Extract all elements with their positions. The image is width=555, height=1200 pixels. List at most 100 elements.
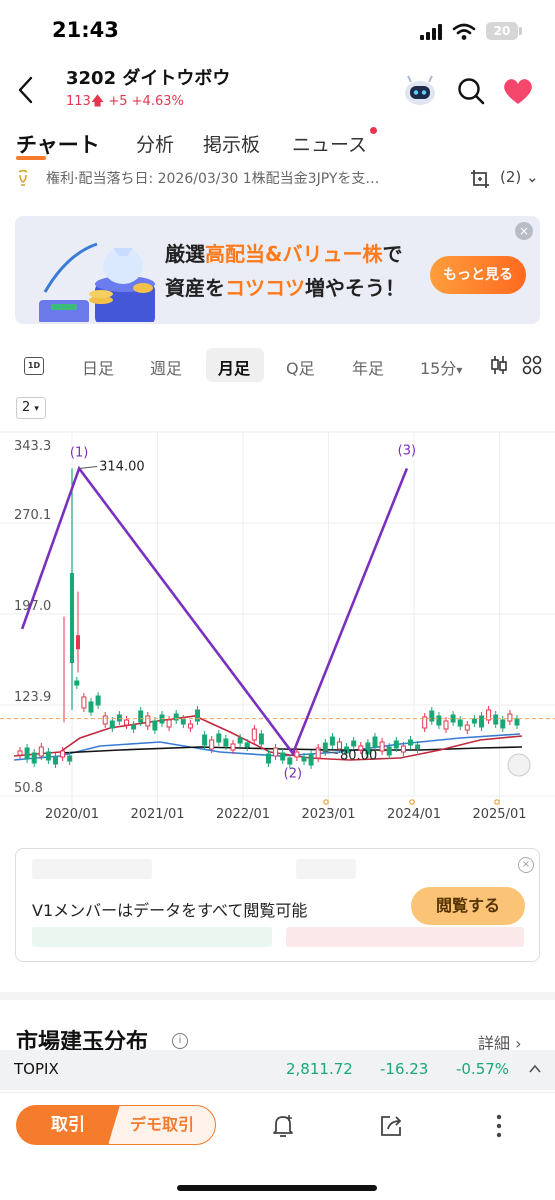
index-ticker[interactable]: TOPIX 2,811.72 -16.23 -0.57% xyxy=(0,1050,555,1090)
candle xyxy=(258,733,264,745)
price: 113 xyxy=(66,94,91,109)
candle xyxy=(60,750,66,758)
candle xyxy=(514,718,520,726)
candle xyxy=(372,736,378,748)
candle xyxy=(507,713,513,722)
x-tick-label: 2023/01 xyxy=(301,807,355,822)
candle xyxy=(124,719,129,726)
indicator-selector[interactable]: 2 ▾ xyxy=(16,397,46,419)
candle xyxy=(358,745,364,751)
candle xyxy=(76,635,80,650)
candle xyxy=(273,747,279,757)
candle xyxy=(436,715,442,726)
y-tick-label: 343.3 xyxy=(14,439,51,454)
trade-button[interactable]: 取引 xyxy=(16,1105,120,1145)
alert-bell-icon[interactable] xyxy=(270,1113,296,1139)
caret-down-icon: ▾ xyxy=(456,363,463,377)
candle xyxy=(479,715,484,728)
high-leader xyxy=(79,465,98,469)
x-tick-label: 2022/01 xyxy=(216,807,270,822)
period-quarterly[interactable]: Q足 xyxy=(286,359,315,378)
candle xyxy=(145,715,151,727)
candle xyxy=(152,720,158,731)
search-icon[interactable] xyxy=(456,76,486,106)
candle xyxy=(500,719,506,729)
layout-grid-icon[interactable] xyxy=(522,355,542,375)
candle xyxy=(393,740,399,749)
period-1d-icon[interactable]: 1D xyxy=(24,357,44,375)
period-weekly[interactable]: 週足 xyxy=(150,359,183,378)
tab-active-underline xyxy=(16,156,46,160)
candle xyxy=(216,733,222,743)
tab-news[interactable]: ニュース xyxy=(292,134,368,156)
candle xyxy=(223,738,229,747)
candle xyxy=(457,719,463,727)
ma-line xyxy=(13,715,523,761)
view-button[interactable]: 閲覧する xyxy=(411,887,525,925)
stock-title: 3202 ダイトウボウ xyxy=(66,68,231,89)
favorite-heart-icon[interactable] xyxy=(500,76,536,106)
chart-reset-icon xyxy=(507,753,531,777)
candle xyxy=(81,696,87,709)
x-tick-label: 2024/01 xyxy=(387,807,441,822)
candlestick-type-icon[interactable] xyxy=(490,355,508,375)
candle xyxy=(471,718,477,724)
home-indicator xyxy=(177,1185,377,1191)
member-message: V1メンバーはデータをすべて閲覧可能 xyxy=(32,901,308,920)
ticker-change: -16.23 xyxy=(380,1060,429,1078)
candle xyxy=(308,753,314,766)
candle xyxy=(138,710,144,723)
banner-close-icon[interactable]: × xyxy=(515,222,533,240)
section-divider xyxy=(0,992,555,1000)
info-icon[interactable]: i xyxy=(172,1033,188,1049)
ticker-name: TOPIX xyxy=(14,1060,59,1078)
candle xyxy=(493,714,499,725)
tab-chart[interactable]: チャート xyxy=(16,133,100,157)
candle xyxy=(486,709,492,721)
layer-add-icon[interactable] xyxy=(470,169,490,189)
dividend-marker xyxy=(409,799,415,805)
x-tick-label: 2021/01 xyxy=(130,807,184,822)
candle xyxy=(301,756,307,762)
stock-price-line: 113🡅 +5 +4.63% xyxy=(66,92,184,114)
candle xyxy=(67,755,73,762)
period-15min[interactable]: 15分▾ xyxy=(420,359,463,378)
chevron-up-icon[interactable] xyxy=(528,1062,542,1076)
candle xyxy=(131,724,137,730)
dividend-info[interactable]: 権利·配当落ち日: 2026/03/30 1株配当金3JPYを支… xyxy=(46,171,380,187)
detail-link[interactable]: 詳細 › xyxy=(478,1034,522,1053)
blurred-row xyxy=(32,859,152,879)
banner-headline-2: 資産をコツコツ増やそう！ xyxy=(165,276,405,300)
period-daily[interactable]: 日足 xyxy=(82,359,115,378)
back-arrow-icon[interactable] xyxy=(14,74,38,106)
candle xyxy=(422,716,428,729)
candle xyxy=(24,747,30,760)
chevron-down-icon: ⌄ xyxy=(526,168,539,186)
banner-more-button[interactable]: もっと見る xyxy=(430,256,526,294)
more-options-icon[interactable] xyxy=(492,1113,506,1139)
candle xyxy=(202,734,208,746)
candle xyxy=(109,720,115,729)
y-tick-label: 197.0 xyxy=(14,599,51,614)
layer-count[interactable]: (2) ⌄ xyxy=(500,168,539,186)
card-close-icon[interactable]: × xyxy=(518,857,534,873)
ma-line xyxy=(13,733,521,761)
demo-trade-button[interactable]: デモ取引 xyxy=(108,1105,216,1145)
candle xyxy=(429,710,435,722)
candle xyxy=(365,742,371,755)
share-icon[interactable] xyxy=(378,1113,404,1139)
tab-board[interactable]: 掲示板 xyxy=(203,134,261,156)
candle xyxy=(400,745,406,753)
candle xyxy=(116,714,122,722)
candle xyxy=(74,680,80,686)
ticker-value: 2,811.72 xyxy=(286,1060,353,1078)
tab-analysis[interactable]: 分析 xyxy=(136,134,175,156)
period-yearly[interactable]: 年足 xyxy=(352,359,385,378)
candle xyxy=(287,757,293,765)
promo-banner[interactable]: 厳選高配当&バリュー株で 資産をコツコツ増やそう！ もっと見る × xyxy=(15,216,540,324)
candle xyxy=(344,746,350,754)
candle xyxy=(408,739,413,746)
robot-assistant-icon[interactable] xyxy=(402,74,438,108)
period-monthly[interactable]: 月足 xyxy=(218,359,251,378)
